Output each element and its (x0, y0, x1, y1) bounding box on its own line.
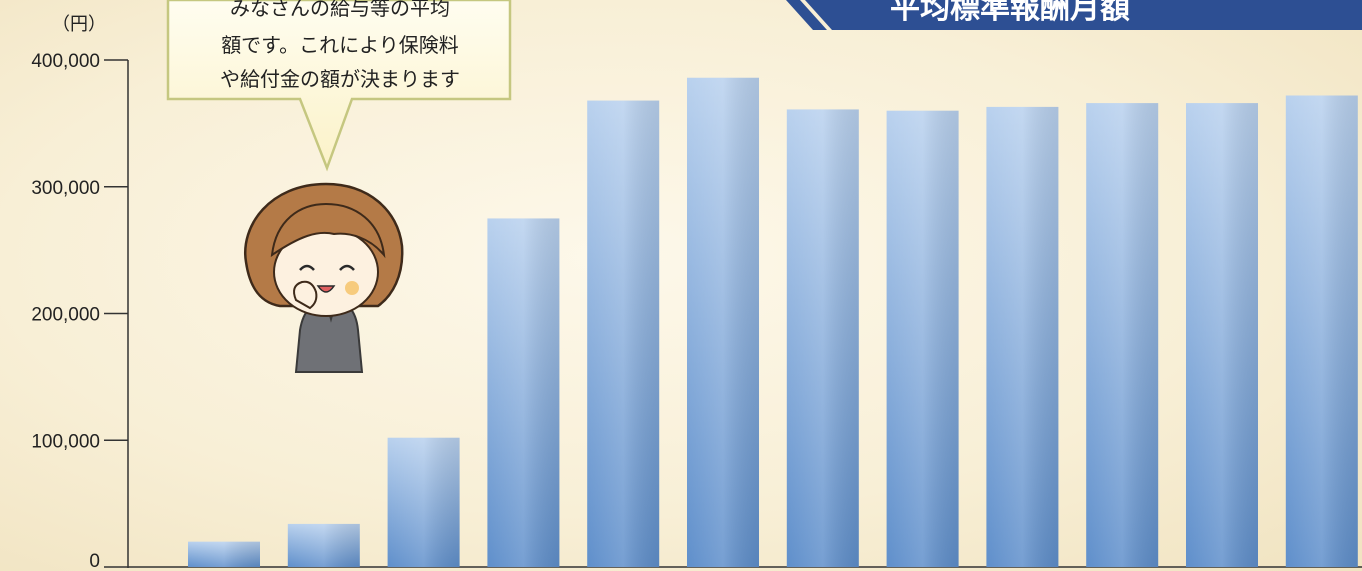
title-banner: 平均標準報酬月額 (786, 0, 1362, 30)
mascot-illustration (244, 182, 404, 373)
bar-shading (287, 523, 360, 567)
unit-label: （円） (52, 14, 106, 35)
speech-bubble: みなさんの給与等の平均 額です。これにより保険料 や給付金の額が決まります (166, 0, 512, 172)
speech-bubble-line-1: みなさんの給与等の平均 (230, 0, 450, 20)
bar-shading (188, 541, 260, 567)
bar-shading (1086, 103, 1159, 567)
bar-shading (1285, 95, 1358, 568)
chart-title: 平均標準報酬月額 (890, 0, 1130, 26)
bar-shading (986, 106, 1059, 568)
y-tick-label: 400,000 (31, 51, 100, 72)
y-tick-label: 200,000 (31, 305, 100, 326)
y-tick-label: 0 (89, 551, 100, 571)
bar-shading (587, 100, 660, 567)
bar-shading (687, 77, 759, 568)
y-ticks: 0 100,000 200,000 300,000 400,000 (31, 51, 128, 571)
bar-shading (1186, 103, 1258, 567)
bar-shading (886, 110, 959, 567)
bar-shading (487, 218, 560, 567)
y-tick-label: 300,000 (31, 178, 100, 199)
bar-shading (387, 437, 460, 567)
speech-bubble-line-2: 額です。これにより保険料 (221, 33, 459, 57)
speech-bubble-line-3: や給付金の額が決まります (220, 67, 460, 91)
y-tick-label: 100,000 (31, 431, 100, 452)
bar-shading (786, 109, 859, 568)
bars (188, 77, 1358, 568)
